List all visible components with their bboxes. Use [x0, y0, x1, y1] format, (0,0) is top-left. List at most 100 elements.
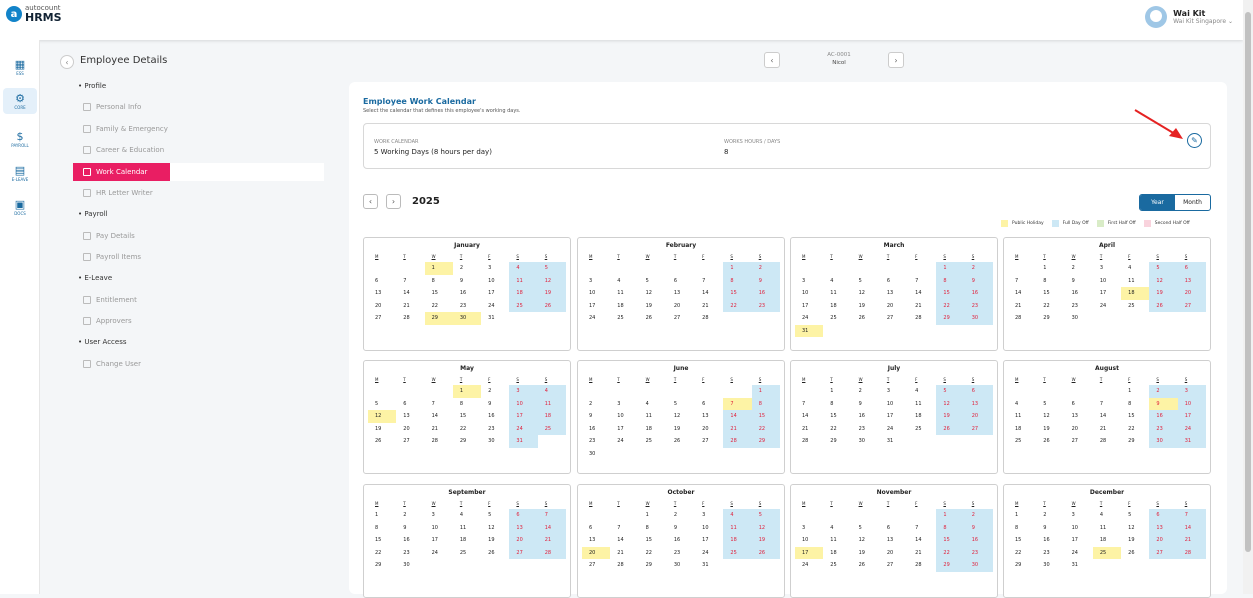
day-cell[interactable]: 26	[673, 438, 681, 444]
day-cell[interactable]: 4	[1015, 400, 1019, 407]
day-cell[interactable]: 14	[537, 521, 566, 534]
scrollbar-thumb[interactable]	[1245, 12, 1251, 552]
day-cell[interactable]: 4	[509, 262, 538, 275]
day-cell[interactable]: 23	[964, 546, 993, 559]
day-cell[interactable]: 8	[375, 524, 379, 531]
day-cell[interactable]: 25	[830, 562, 837, 568]
day-cell[interactable]: 23	[673, 549, 681, 556]
day-cell[interactable]: 6	[509, 509, 538, 522]
day-cell[interactable]: 28	[537, 546, 566, 559]
day-cell[interactable]: 20	[1071, 425, 1078, 432]
day-cell[interactable]: 21	[723, 422, 752, 435]
day-cell[interactable]: 25	[1092, 546, 1122, 559]
day-cell[interactable]: 16	[488, 413, 495, 419]
day-cell[interactable]: 21	[403, 302, 410, 309]
day-cell[interactable]: 15	[1128, 413, 1135, 419]
day-cell[interactable]: 2	[751, 262, 780, 275]
day-cell[interactable]: 16	[1071, 290, 1078, 296]
day-cell[interactable]: 5	[673, 400, 678, 407]
day-cell[interactable]: 19	[858, 549, 865, 556]
day-cell[interactable]: 29	[830, 438, 837, 444]
day-cell[interactable]: 14	[403, 290, 410, 296]
day-cell[interactable]: 6	[403, 400, 407, 407]
day-cell[interactable]: 15	[936, 287, 965, 300]
day-cell[interactable]: 10	[431, 524, 438, 531]
day-cell[interactable]: 19	[673, 425, 681, 432]
day-cell[interactable]: 31	[795, 324, 824, 337]
day-cell[interactable]: 19	[645, 302, 652, 309]
day-cell[interactable]: 7	[617, 524, 621, 531]
day-cell[interactable]: 15	[431, 290, 438, 296]
day-cell[interactable]: 2	[1071, 265, 1075, 271]
day-cell[interactable]: 30	[673, 562, 681, 568]
day-cell[interactable]: 31	[509, 435, 538, 448]
day-cell[interactable]: 20	[403, 425, 410, 432]
day-cell[interactable]: 8	[751, 397, 780, 410]
day-cell[interactable]: 10	[1071, 524, 1078, 531]
day-cell[interactable]: 20	[702, 425, 709, 432]
day-cell[interactable]: 16	[1149, 410, 1178, 423]
day-cell[interactable]: 13	[509, 521, 538, 534]
day-cell[interactable]: 9	[488, 400, 492, 407]
day-cell[interactable]: 17	[1099, 290, 1107, 296]
day-cell[interactable]: 19	[537, 287, 566, 300]
day-cell[interactable]: 20	[886, 302, 894, 309]
day-cell[interactable]: 8	[936, 274, 965, 287]
prev-employee-button[interactable]: ‹	[764, 52, 780, 68]
day-cell[interactable]: 27	[509, 546, 538, 559]
day-cell[interactable]: 9	[459, 277, 464, 284]
day-cell[interactable]: 28	[915, 562, 922, 568]
day-cell[interactable]: 3	[702, 512, 706, 518]
day-cell[interactable]: 6	[1149, 509, 1178, 522]
day-cell[interactable]: 3	[802, 524, 806, 531]
day-cell[interactable]: 2	[403, 512, 407, 518]
day-cell[interactable]: 6	[886, 524, 891, 531]
day-cell[interactable]: 18	[537, 410, 566, 423]
day-cell[interactable]: 21	[431, 425, 438, 432]
day-cell[interactable]: 11	[915, 400, 922, 407]
day-cell[interactable]: 5	[488, 512, 492, 518]
day-cell[interactable]: 31	[886, 438, 894, 444]
day-cell[interactable]: 23	[1071, 302, 1078, 309]
day-cell[interactable]: 1	[936, 509, 965, 522]
day-cell[interactable]: 12	[537, 274, 566, 287]
day-cell[interactable]: 12	[645, 290, 652, 296]
day-cell[interactable]: 13	[403, 413, 410, 419]
user-menu[interactable]: Wai Kit Wai Kit Singapore ⌄	[1145, 6, 1233, 28]
day-cell[interactable]: 18	[509, 287, 538, 300]
day-cell[interactable]: 7	[915, 524, 919, 531]
day-cell[interactable]: 14	[702, 290, 709, 296]
day-cell[interactable]: 28	[1099, 438, 1107, 444]
day-cell[interactable]: 5	[375, 400, 379, 407]
day-cell[interactable]: 28	[1177, 546, 1206, 559]
day-cell[interactable]: 17	[702, 537, 709, 543]
day-cell[interactable]: 17	[886, 413, 894, 419]
day-cell[interactable]: 17	[1071, 537, 1078, 543]
day-cell[interactable]: 18	[459, 537, 467, 543]
day-cell[interactable]: 27	[673, 315, 681, 321]
day-cell[interactable]: 23	[964, 299, 993, 312]
day-cell[interactable]: 22	[830, 425, 837, 432]
day-cell[interactable]: 26	[645, 315, 652, 321]
day-cell[interactable]: 1	[645, 512, 649, 518]
day-cell[interactable]: 2	[964, 262, 993, 275]
day-cell[interactable]: 15	[1015, 537, 1022, 543]
day-cell[interactable]: 27	[1071, 438, 1078, 444]
day-cell[interactable]: 15	[1043, 290, 1050, 296]
day-cell[interactable]: 26	[488, 549, 495, 556]
day-cell[interactable]: 28	[617, 562, 624, 568]
day-cell[interactable]: 1	[452, 385, 482, 398]
day-cell[interactable]: 9	[964, 521, 993, 534]
month-view-button[interactable]: Month	[1183, 199, 1202, 206]
day-cell[interactable]: 23	[1043, 549, 1050, 556]
day-cell[interactable]: 17	[589, 302, 596, 309]
day-cell[interactable]: 26	[751, 546, 780, 559]
day-cell[interactable]: 20	[1177, 287, 1206, 300]
day-cell[interactable]: 23	[403, 549, 410, 556]
menu-family[interactable]: Family & Emergency	[83, 125, 168, 133]
day-cell[interactable]: 26	[858, 562, 865, 568]
day-cell[interactable]: 25	[830, 315, 837, 321]
day-cell[interactable]: 9	[858, 400, 862, 407]
day-cell[interactable]: 22	[936, 546, 965, 559]
day-cell[interactable]: 16	[1043, 537, 1050, 543]
